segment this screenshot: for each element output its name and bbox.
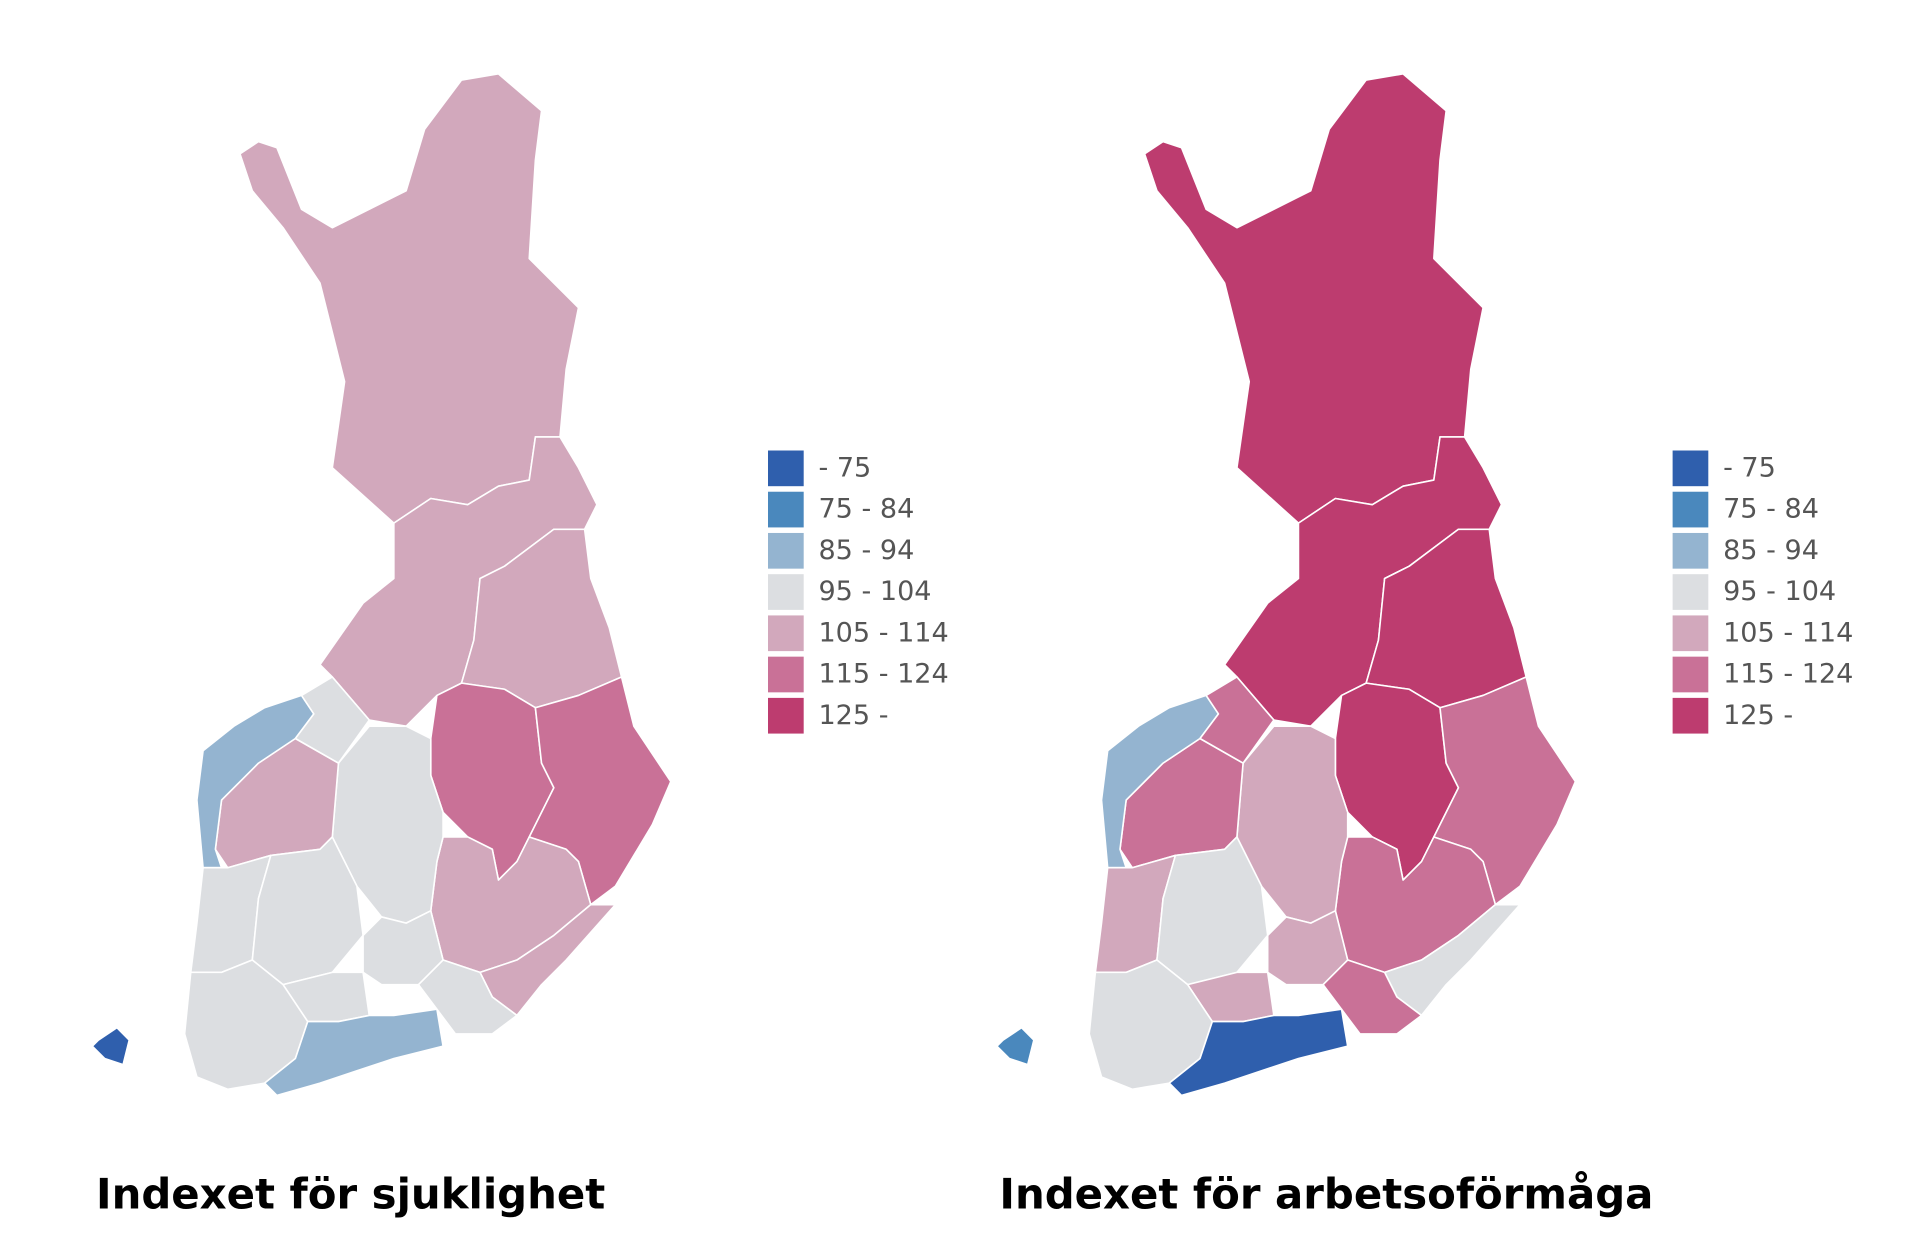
legend-swatch xyxy=(1672,574,1709,610)
map-title: Indexet för sjuklighet xyxy=(96,1170,605,1219)
legend-swatch xyxy=(1672,450,1709,487)
legend-label: 85 - 94 xyxy=(1723,535,1819,566)
legend-label: 85 - 94 xyxy=(818,535,914,566)
legend-swatch xyxy=(1672,697,1709,734)
map: - 75 75 - 84 85 - 94 95 - 104 105 - 114 115 -… xyxy=(996,73,1853,1097)
region xyxy=(294,676,371,764)
region xyxy=(1433,676,1577,906)
legend-label: 75 - 84 xyxy=(1723,494,1819,525)
region xyxy=(528,676,672,906)
legend-swatch xyxy=(768,697,804,734)
region xyxy=(1199,676,1275,764)
region xyxy=(1168,1008,1349,1097)
legend-label: 115 - 124 xyxy=(818,659,948,690)
legend-label: 125 - xyxy=(1723,700,1793,731)
legend-swatch xyxy=(768,615,804,652)
map: - 75 75 - 84 85 - 94 95 - 104 105 - 114 115 -… xyxy=(91,73,949,1097)
legend-swatch xyxy=(1672,532,1709,569)
region xyxy=(263,1008,444,1097)
legend-label: - 75 xyxy=(1723,452,1776,483)
region xyxy=(1143,73,1484,524)
legend-swatch xyxy=(768,574,804,610)
region xyxy=(1236,725,1349,924)
legend-swatch xyxy=(768,532,804,569)
legend-label: - 75 xyxy=(818,452,871,483)
region xyxy=(1156,836,1269,986)
legend-swatch xyxy=(768,450,804,487)
legend-label: 95 - 104 xyxy=(1723,576,1836,607)
region xyxy=(996,1026,1035,1066)
legend-label: 105 - 114 xyxy=(818,617,948,648)
region xyxy=(331,725,444,924)
legend-swatch xyxy=(1672,615,1709,652)
legend-label: 75 - 84 xyxy=(818,494,914,525)
legend-label: 115 - 124 xyxy=(1723,659,1853,690)
region xyxy=(417,959,518,1035)
legend-swatch xyxy=(768,656,804,693)
legend-label: 105 - 114 xyxy=(1723,617,1853,648)
region xyxy=(91,1026,131,1066)
region xyxy=(239,73,580,524)
legend-label: 95 - 104 xyxy=(818,576,931,607)
legend-swatch xyxy=(768,491,804,528)
region xyxy=(251,836,364,986)
legend-label: 125 - xyxy=(818,700,888,731)
region xyxy=(1322,959,1423,1035)
map-title: Indexet för arbetsoförmåga xyxy=(999,1170,1653,1219)
legend-swatch xyxy=(1672,656,1709,693)
legend-swatch xyxy=(1672,491,1709,528)
